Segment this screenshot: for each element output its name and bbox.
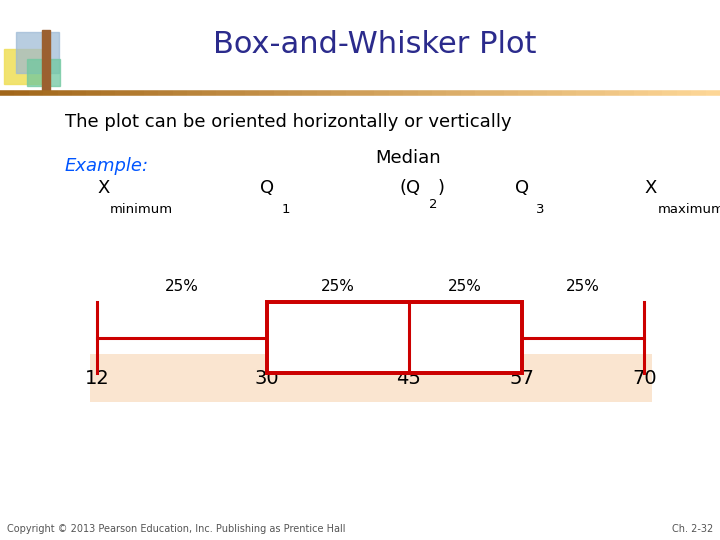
Bar bbox=[42, 30, 50, 92]
Text: 45: 45 bbox=[396, 368, 421, 388]
Text: 25%: 25% bbox=[165, 279, 199, 294]
Text: 70: 70 bbox=[632, 368, 657, 388]
Bar bbox=[4, 49, 43, 84]
Text: ): ) bbox=[437, 179, 444, 197]
Text: maximum: maximum bbox=[657, 203, 720, 216]
Text: X: X bbox=[97, 179, 109, 197]
Bar bbox=[27, 59, 60, 86]
Text: 2: 2 bbox=[428, 198, 437, 211]
Text: X: X bbox=[644, 179, 657, 197]
Text: Ch. 2-32: Ch. 2-32 bbox=[672, 523, 713, 534]
Text: 12: 12 bbox=[85, 368, 109, 388]
Text: 25%: 25% bbox=[449, 279, 482, 294]
Text: (Q: (Q bbox=[400, 179, 421, 197]
Text: The plot can be oriented horizontally or vertically: The plot can be oriented horizontally or… bbox=[65, 113, 511, 131]
Text: minimum: minimum bbox=[110, 203, 174, 216]
Text: 25%: 25% bbox=[566, 279, 600, 294]
Text: Q: Q bbox=[260, 179, 274, 197]
Text: Q: Q bbox=[515, 179, 528, 197]
FancyBboxPatch shape bbox=[267, 302, 522, 373]
Text: 57: 57 bbox=[509, 368, 534, 388]
Text: 1: 1 bbox=[282, 203, 290, 216]
Text: 30: 30 bbox=[255, 368, 279, 388]
Text: 3: 3 bbox=[536, 203, 544, 216]
FancyBboxPatch shape bbox=[90, 354, 652, 402]
Text: Copyright © 2013 Pearson Education, Inc. Publishing as Prentice Hall: Copyright © 2013 Pearson Education, Inc.… bbox=[7, 523, 346, 534]
Text: Box-and-Whisker Plot: Box-and-Whisker Plot bbox=[212, 30, 536, 59]
Text: 25%: 25% bbox=[321, 279, 355, 294]
Text: Median: Median bbox=[376, 150, 441, 167]
Bar bbox=[16, 32, 59, 73]
Text: Example:: Example: bbox=[65, 157, 149, 174]
